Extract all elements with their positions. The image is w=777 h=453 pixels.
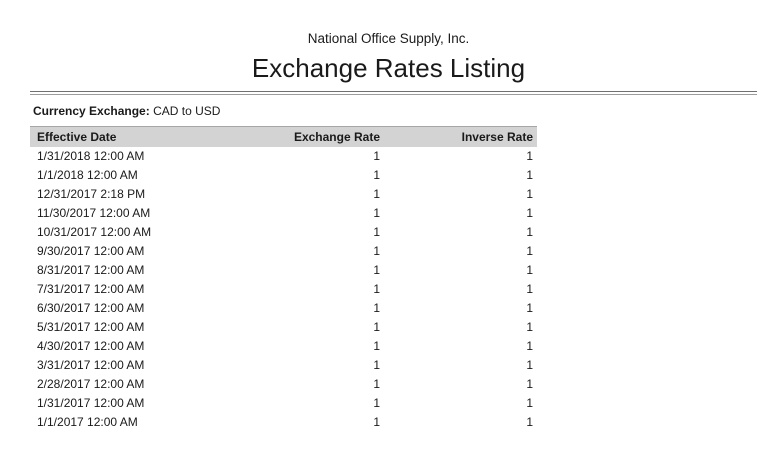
cell-rate: 1 bbox=[373, 225, 380, 239]
table-row: 12/31/2017 2:18 PM 1 1 bbox=[30, 185, 537, 204]
table-row: 4/30/2017 12:00 AM 1 1 bbox=[30, 337, 537, 356]
column-header-exchange-rate: Exchange Rate bbox=[293, 129, 380, 144]
cell-inverse: 1 bbox=[526, 396, 533, 410]
table-row: 10/31/2017 12:00 AM 1 1 bbox=[30, 223, 537, 242]
currency-exchange-value: CAD to USD bbox=[153, 104, 221, 118]
cell-inverse: 1 bbox=[526, 282, 533, 296]
cell-rate: 1 bbox=[373, 358, 380, 372]
company-name: National Office Supply, Inc. bbox=[307, 31, 470, 46]
page-title: Exchange Rates Listing bbox=[251, 53, 526, 83]
table-row: 11/30/2017 12:00 AM 1 1 bbox=[30, 204, 537, 223]
table-row: 6/30/2017 12:00 AM 1 1 bbox=[30, 299, 537, 318]
cell-rate: 1 bbox=[373, 396, 380, 410]
cell-date: 5/31/2017 12:00 AM bbox=[37, 320, 145, 334]
cell-inverse: 1 bbox=[526, 149, 533, 163]
column-header-inverse-rate: Inverse Rate bbox=[461, 129, 533, 144]
table-header-row: Effective Date Exchange Rate Inverse Rat… bbox=[30, 126, 537, 147]
cell-date: 9/30/2017 12:00 AM bbox=[37, 244, 145, 258]
cell-date: 1/31/2018 12:00 AM bbox=[37, 149, 145, 163]
currency-exchange-label: Currency Exchange: bbox=[33, 104, 150, 118]
cell-inverse: 1 bbox=[526, 263, 533, 277]
table-row: 9/30/2017 12:00 AM 1 1 bbox=[30, 242, 537, 261]
cell-inverse: 1 bbox=[526, 301, 533, 315]
table-row: 1/31/2018 12:00 AM 1 1 bbox=[30, 147, 537, 166]
cell-rate: 1 bbox=[373, 149, 380, 163]
table-row: 3/31/2017 12:00 AM 1 1 bbox=[30, 356, 537, 375]
cell-inverse: 1 bbox=[526, 320, 533, 334]
cell-date: 6/30/2017 12:00 AM bbox=[37, 301, 145, 315]
cell-rate: 1 bbox=[373, 187, 380, 201]
cell-inverse: 1 bbox=[526, 206, 533, 220]
cell-date: 1/1/2018 12:00 AM bbox=[37, 168, 138, 182]
cell-date: 4/30/2017 12:00 AM bbox=[37, 339, 145, 353]
cell-inverse: 1 bbox=[526, 339, 533, 353]
cell-date: 2/28/2017 12:00 AM bbox=[37, 377, 145, 391]
column-header-effective-date: Effective Date bbox=[37, 129, 117, 144]
cell-rate: 1 bbox=[373, 377, 380, 391]
cell-rate: 1 bbox=[373, 168, 380, 182]
table-body: 1/31/2018 12:00 AM 1 1 1/1/2018 12:00 AM 1 1 1… bbox=[30, 147, 537, 432]
cell-rate: 1 bbox=[373, 415, 380, 429]
table-row: 8/31/2017 12:00 AM 1 1 bbox=[30, 261, 537, 280]
currency-exchange-line: Currency Exchange: CAD to USD bbox=[33, 104, 777, 119]
cell-date: 7/31/2017 12:00 AM bbox=[37, 282, 145, 296]
table-row: 7/31/2017 12:00 AM 1 1 bbox=[30, 280, 537, 299]
table-row: 1/1/2017 12:00 AM 1 1 bbox=[30, 413, 537, 432]
table-row: 2/28/2017 12:00 AM 1 1 bbox=[30, 375, 537, 394]
cell-rate: 1 bbox=[373, 263, 380, 277]
cell-rate: 1 bbox=[373, 301, 380, 315]
cell-date: 10/31/2017 12:00 AM bbox=[37, 225, 152, 239]
cell-inverse: 1 bbox=[526, 377, 533, 391]
table-row: 5/31/2017 12:00 AM 1 1 bbox=[30, 318, 537, 337]
cell-inverse: 1 bbox=[526, 358, 533, 372]
title-separator bbox=[30, 91, 757, 95]
cell-rate: 1 bbox=[373, 339, 380, 353]
cell-rate: 1 bbox=[373, 320, 380, 334]
table-row: 1/1/2018 12:00 AM 1 1 bbox=[30, 166, 537, 185]
exchange-rates-table: Effective Date Exchange Rate Inverse Rat… bbox=[30, 126, 537, 432]
cell-date: 12/31/2017 2:18 PM bbox=[37, 187, 146, 201]
cell-rate: 1 bbox=[373, 206, 380, 220]
cell-date: 1/31/2017 12:00 AM bbox=[37, 396, 145, 410]
cell-date: 11/30/2017 12:00 AM bbox=[37, 206, 151, 220]
cell-inverse: 1 bbox=[526, 168, 533, 182]
cell-inverse: 1 bbox=[526, 225, 533, 239]
cell-inverse: 1 bbox=[526, 187, 533, 201]
cell-rate: 1 bbox=[373, 282, 380, 296]
cell-date: 3/31/2017 12:00 AM bbox=[37, 358, 145, 372]
table-row: 1/31/2017 12:00 AM 1 1 bbox=[30, 394, 537, 413]
cell-inverse: 1 bbox=[526, 244, 533, 258]
cell-date: 1/1/2017 12:00 AM bbox=[37, 415, 138, 429]
cell-inverse: 1 bbox=[526, 415, 533, 429]
cell-date: 8/31/2017 12:00 AM bbox=[37, 263, 145, 277]
cell-rate: 1 bbox=[373, 244, 380, 258]
